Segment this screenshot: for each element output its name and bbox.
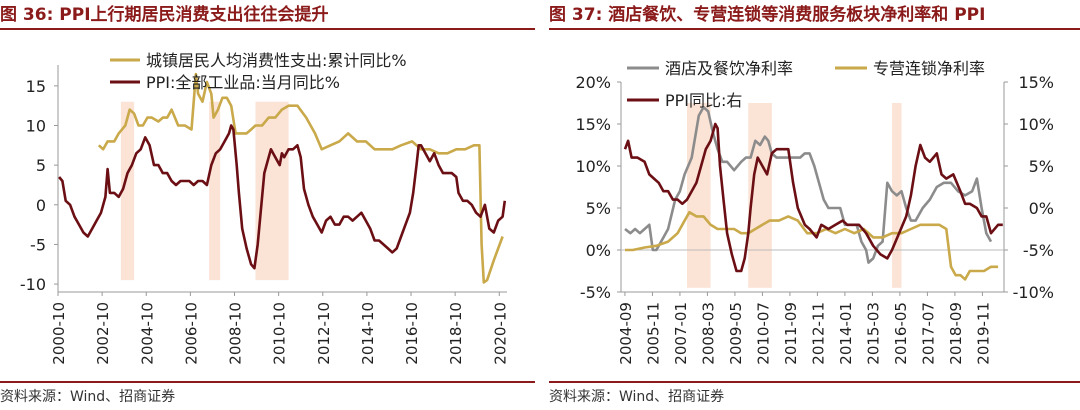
x-tick-label: 2015-03 <box>864 302 882 365</box>
x-tick-label: 2018-09 <box>947 302 965 365</box>
y-right-tick-label: 5% <box>1029 157 1054 176</box>
y-left-tick-label: 15% <box>575 115 611 134</box>
x-tick-label: 2010-07 <box>754 302 772 365</box>
legend-label: PPI:全部工业品:当月同比% <box>146 73 340 92</box>
y-left-tick-label: -5% <box>580 283 611 302</box>
figure-37-source: 资料来源：Wind、招商证券 <box>549 389 725 405</box>
y-tick-label: 10 <box>26 117 46 136</box>
x-tick-label: 2004-09 <box>617 302 635 365</box>
y-left-tick-label: 20% <box>575 73 611 92</box>
y-right-tick-label: 15% <box>1018 73 1054 92</box>
y-tick-label: -5 <box>30 235 46 254</box>
x-tick-label: 2005-11 <box>644 302 662 365</box>
x-tick-label: 2011-09 <box>782 302 800 365</box>
x-tick-label: 2014-10 <box>359 302 377 365</box>
series-line <box>624 105 993 264</box>
x-tick-label: 2016-10 <box>403 302 421 365</box>
legend-label: 酒店及餐饮净利率 <box>665 59 793 78</box>
y-left-tick-label: 5% <box>586 199 611 218</box>
y-right-tick-label: 10% <box>1018 115 1054 134</box>
x-tick-label: 2008-10 <box>227 302 245 365</box>
series-line <box>623 122 1003 273</box>
x-tick-label: 2016-05 <box>892 302 910 365</box>
figure-37: 图 37: 酒店餐饮、专营连锁等消费服务板块净利率和 PPI 20% 15% 10%… <box>549 0 1080 410</box>
legend-label: 城镇居民人均消费性支出:累计同比% <box>146 51 407 70</box>
y-tick-label: 15 <box>26 77 46 96</box>
x-tick-label: 2014-01 <box>837 302 855 365</box>
series-line <box>97 72 504 284</box>
x-tick-label: 2009-05 <box>727 302 745 365</box>
shaded-period <box>209 101 221 281</box>
y-right-tick-label: -5% <box>1023 241 1054 260</box>
x-tick-label: 2012-11 <box>809 302 827 365</box>
y-tick-label: -10 <box>20 275 46 294</box>
title-rule <box>549 28 1080 30</box>
x-tick-label: 2010-10 <box>271 302 289 365</box>
x-tick-label: 2007-01 <box>672 302 690 365</box>
series-line <box>58 124 507 270</box>
y-right-tick-label: 0% <box>1029 199 1054 218</box>
x-tick-label: 2017-07 <box>919 302 937 365</box>
figure-37-title: 图 37: 酒店餐饮、专营连锁等消费服务板块净利率和 PPI <box>549 5 986 25</box>
x-tick-label: 2018-10 <box>447 302 465 365</box>
figure-36: 图 36: PPI上行期居民消费支出往往会提升 15 10 5 0 -5 -10 2000-… <box>0 0 535 410</box>
y-right-tick-label: -10% <box>1013 283 1054 302</box>
shaded-period <box>120 101 135 281</box>
legend-label: PPI同比:右 <box>665 91 742 110</box>
x-tick-label: 2020-10 <box>491 302 509 365</box>
y-left-tick-label: 10% <box>575 157 611 176</box>
x-tick-label: 2004-10 <box>138 302 156 365</box>
chart-37: 20% 15% 10% 5% 0% -5% 15% 10% 5% 0% -5% -10% 2004-09… <box>575 59 1054 365</box>
x-tick-label: 2008-03 <box>699 302 717 365</box>
y-tick-label: 0 <box>36 196 46 215</box>
x-tick-label: 2002-10 <box>94 302 112 365</box>
title-rule <box>0 28 535 30</box>
x-tick-label: 2019-11 <box>974 302 992 365</box>
x-tick-label: 2006-10 <box>182 302 200 365</box>
shaded-period <box>255 101 289 281</box>
legend-label: 专营连锁净利率 <box>873 59 985 78</box>
figure-36-source: 资料来源：Wind、招商证券 <box>0 389 176 405</box>
y-left-tick-label: 0% <box>586 241 611 260</box>
series-line <box>625 210 999 281</box>
source-rule <box>549 381 1080 383</box>
x-tick-label: 2012-10 <box>315 302 333 365</box>
y-tick-label: 5 <box>36 156 46 175</box>
figure-36-title: 图 36: PPI上行期居民消费支出往往会提升 <box>0 5 329 25</box>
source-rule <box>0 381 535 383</box>
x-tick-label: 2000-10 <box>50 302 68 365</box>
